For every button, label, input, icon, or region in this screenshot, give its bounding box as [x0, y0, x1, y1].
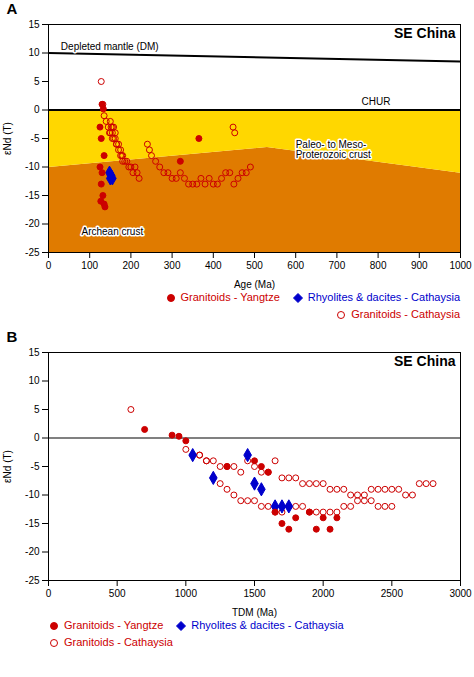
- html-text:Granitoids - Yangtze: Granitoids - Yangtze: [180, 291, 280, 303]
- svg-text:-15: -15: [25, 518, 40, 529]
- svg-text:5: 5: [34, 76, 40, 87]
- html-text:Granitoids - Cathaysia: Granitoids - Cathaysia: [64, 636, 173, 648]
- svg-text:1000: 1000: [449, 260, 472, 271]
- svg-text:0: 0: [46, 260, 52, 271]
- svg-text:10: 10: [28, 47, 40, 58]
- svg-text:SE China: SE China: [394, 25, 456, 41]
- svg-text:-15: -15: [25, 190, 40, 201]
- svg-text:εNd (T): εNd (T): [2, 122, 13, 155]
- svg-text:200: 200: [123, 260, 140, 271]
- svg-text:500: 500: [109, 588, 126, 599]
- svg-text:3000: 3000: [449, 588, 472, 599]
- svg-text:0: 0: [46, 588, 52, 599]
- svg-text:εNd (T): εNd (T): [2, 450, 13, 483]
- svg-text:500: 500: [246, 260, 263, 271]
- html-text:Granitoids - Cathaysia: Granitoids - Cathaysia: [351, 308, 460, 320]
- svg-text:-25: -25: [25, 247, 40, 258]
- svg-text:1500: 1500: [243, 588, 266, 599]
- svg-text:-5: -5: [31, 461, 40, 472]
- svg-text:15: 15: [28, 19, 40, 30]
- svg-text:2000: 2000: [312, 588, 335, 599]
- svg-text:SE China: SE China: [394, 353, 456, 369]
- html-text:Granitoids - Yangtze: Granitoids - Yangtze: [64, 619, 164, 631]
- svg-text:Age (Ma): Age (Ma): [234, 279, 275, 290]
- svg-text:2500: 2500: [381, 588, 404, 599]
- html-text:Rhyolites & dacites - Cathaysi: Rhyolites & dacites - Cathaysia: [191, 619, 344, 631]
- svg-text:600: 600: [287, 260, 304, 271]
- svg-text:-5: -5: [31, 133, 40, 144]
- svg-text:CHUR: CHUR: [362, 96, 391, 107]
- svg-text:5: 5: [34, 404, 40, 415]
- svg-text:-20: -20: [25, 546, 40, 557]
- svg-text:Paleo- to Meso-Proterozoic cru: Paleo- to Meso-Proterozoic crust: [296, 139, 371, 160]
- svg-text:800: 800: [370, 260, 387, 271]
- svg-text:Depleted mantle (DM): Depleted mantle (DM): [61, 41, 159, 52]
- svg-text:0: 0: [34, 104, 40, 115]
- svg-text:TDM (Ma): TDM (Ma): [232, 607, 277, 618]
- svg-text:0: 0: [34, 432, 40, 443]
- svg-text:400: 400: [205, 260, 222, 271]
- html-text:Rhyolites & dacites - Cathaysi: Rhyolites & dacites - Cathaysia: [307, 291, 460, 303]
- svg-text:-20: -20: [25, 218, 40, 229]
- svg-text:700: 700: [329, 260, 346, 271]
- svg-text:-10: -10: [25, 489, 40, 500]
- svg-text:A: A: [7, 0, 18, 17]
- svg-text:300: 300: [164, 260, 181, 271]
- svg-text:-10: -10: [25, 161, 40, 172]
- svg-text:1000: 1000: [175, 588, 198, 599]
- svg-text:10: 10: [28, 375, 40, 386]
- svg-text:B: B: [7, 328, 18, 345]
- svg-text:100: 100: [81, 260, 98, 271]
- svg-text:Archean crust: Archean crust: [81, 226, 143, 237]
- svg-text:-25: -25: [25, 575, 40, 586]
- svg-text:900: 900: [411, 260, 428, 271]
- svg-text:15: 15: [28, 347, 40, 358]
